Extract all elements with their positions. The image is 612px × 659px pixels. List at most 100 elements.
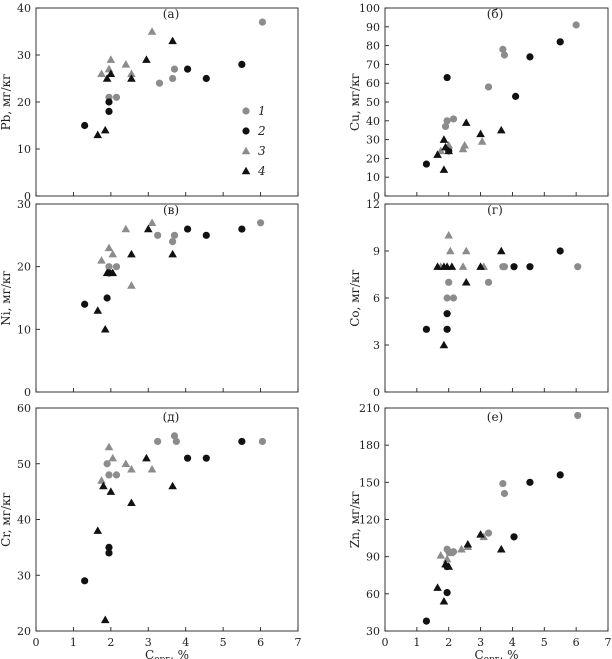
point-series-2	[105, 543, 113, 551]
y-tick-label: 40	[366, 115, 380, 128]
point-series-3	[457, 544, 466, 553]
y-tick-label: 210	[359, 402, 380, 415]
point-series-4	[99, 481, 108, 490]
y-axis-label: Cu, мг/кг	[348, 73, 362, 131]
point-series-4	[463, 539, 473, 548]
y-tick-label: 20	[17, 261, 31, 274]
y-tick-label: 60	[366, 77, 380, 90]
y-tick-label: 50	[366, 96, 380, 109]
point-series-4	[93, 306, 103, 314]
point-series-2	[202, 74, 210, 83]
point-series-2	[422, 617, 431, 625]
legend-marker-2	[242, 127, 250, 135]
point-series-3	[97, 256, 106, 264]
point-series-1	[500, 263, 509, 271]
x-tick-label: 3	[477, 636, 484, 649]
point-series-1	[103, 460, 111, 468]
point-series-1	[445, 278, 453, 286]
point-series-4	[439, 165, 449, 173]
point-series-1	[441, 122, 450, 131]
point-series-4	[496, 246, 506, 255]
y-tick-label: 10	[17, 323, 31, 336]
point-series-3	[97, 69, 106, 78]
plot-frame	[35, 203, 299, 393]
point-series-3	[436, 551, 446, 559]
y-tick-label: 0	[373, 386, 380, 399]
point-series-1	[449, 294, 458, 302]
point-series-3	[147, 465, 157, 473]
point-series-3	[121, 60, 131, 68]
point-series-4	[461, 278, 471, 286]
point-series-2	[526, 478, 534, 486]
point-series-3	[460, 140, 469, 149]
y-axis-label: Ni, мг/кг	[0, 270, 13, 325]
point-series-4	[439, 135, 449, 143]
point-series-1	[443, 117, 451, 125]
point-series-4	[100, 125, 110, 134]
point-series-4	[433, 262, 442, 270]
point-series-3	[108, 453, 118, 462]
point-series-4	[127, 498, 136, 506]
point-series-3	[461, 246, 471, 255]
y-tick-label: 70	[366, 58, 380, 71]
point-series-3	[127, 465, 136, 473]
x-tick-label: 3	[145, 636, 152, 649]
y-tick-label: 12	[366, 198, 380, 211]
point-series-1	[112, 471, 121, 479]
point-series-2	[422, 325, 431, 333]
plot-frame	[384, 7, 609, 197]
point-series-4	[127, 249, 136, 258]
point-series-2	[105, 549, 113, 557]
y-tick-label: 30	[17, 198, 31, 211]
point-series-2	[422, 160, 431, 168]
point-series-4	[142, 55, 151, 63]
point-series-1	[155, 79, 164, 87]
x-axis-label: Cорг, %	[145, 648, 189, 659]
point-series-3	[104, 64, 114, 73]
point-series-2	[105, 107, 113, 115]
y-tick-label: 40	[17, 2, 31, 15]
point-series-1	[500, 51, 509, 59]
y-tick-label: 20	[17, 96, 31, 109]
point-series-4	[102, 268, 112, 277]
y-tick-label: 60	[366, 588, 380, 601]
y-tick-label: 50	[17, 458, 31, 471]
point-series-4	[439, 596, 449, 605]
point-series-1	[172, 437, 180, 446]
point-series-2	[526, 263, 534, 271]
point-series-3	[147, 218, 157, 227]
point-series-4	[100, 325, 110, 333]
point-series-1	[256, 219, 265, 227]
x-tick-label: 4	[509, 636, 516, 649]
point-series-4	[433, 150, 442, 158]
point-series-1	[443, 294, 451, 302]
y-tick-label: 3	[373, 339, 380, 352]
x-tick-label: 5	[541, 636, 548, 649]
y-axis-label: Zn, мг/кг	[348, 491, 362, 548]
point-series-2	[512, 92, 520, 100]
point-series-1	[484, 529, 493, 537]
point-series-4	[108, 268, 118, 277]
point-series-1	[499, 45, 507, 53]
legend-marker-3	[241, 146, 251, 155]
point-series-4	[439, 340, 449, 349]
point-series-2	[81, 121, 89, 130]
point-series-1	[154, 437, 162, 446]
point-series-4	[444, 562, 454, 570]
point-series-1	[500, 489, 509, 498]
y-axis-label: Cr, мг/кг	[0, 492, 13, 547]
point-series-2	[238, 225, 246, 233]
point-series-1	[574, 411, 582, 420]
point-series-2	[105, 98, 113, 106]
y-tick-label: 30	[17, 569, 31, 582]
y-tick-label: 20	[17, 625, 31, 638]
point-series-3	[106, 55, 116, 63]
point-series-2	[443, 588, 451, 597]
point-series-1	[170, 231, 179, 239]
panel-5: 30 60 90 120 150 180 210 0 1 2 3 4 5 6 7 Zn, мг/кг Cорг,…	[348, 402, 612, 659]
point-series-4	[106, 69, 116, 78]
panel-label: (б)	[487, 7, 504, 21]
point-series-1	[112, 93, 121, 101]
point-series-2	[556, 38, 564, 46]
